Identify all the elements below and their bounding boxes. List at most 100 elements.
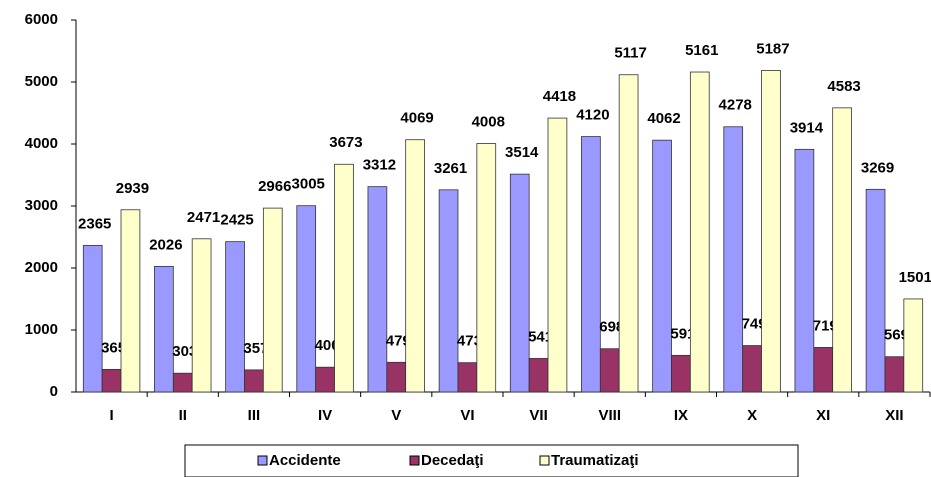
value-label: 2026	[149, 236, 182, 253]
value-label: 2471	[187, 209, 220, 226]
value-label: 4418	[543, 88, 576, 105]
value-label: 591	[670, 325, 695, 342]
bar	[296, 205, 317, 393]
value-label: 4069	[400, 110, 433, 127]
x-tick-label: IV	[318, 407, 332, 424]
legend: Accidente Decedaţi Traumatizaţi	[184, 444, 799, 477]
value-label: 3312	[363, 157, 396, 174]
bar	[742, 345, 762, 393]
value-label: 719	[813, 317, 838, 334]
legend-label: Traumatizaţi	[551, 452, 639, 469]
bar	[547, 117, 568, 393]
value-label: 400	[315, 337, 340, 354]
bar	[367, 186, 388, 393]
bar	[476, 143, 497, 393]
value-label: 3673	[329, 134, 362, 151]
bar	[689, 71, 710, 393]
value-label: 365	[101, 339, 126, 356]
x-tick-label: X	[747, 407, 757, 424]
y-tick-label: 2000	[25, 259, 58, 276]
bar	[671, 354, 691, 393]
value-label: 5187	[756, 40, 789, 57]
value-label: 749	[742, 316, 767, 333]
x-tick-label: VI	[460, 407, 474, 424]
value-label: 2365	[78, 215, 111, 232]
y-tick-label: 4000	[25, 135, 58, 152]
bar	[191, 238, 212, 393]
y-tick-label: 3000	[25, 197, 58, 214]
value-label: 4008	[472, 113, 505, 130]
legend-swatch	[257, 455, 268, 466]
bar	[652, 139, 672, 393]
bar	[315, 366, 335, 393]
x-tick-label: III	[248, 407, 261, 424]
bar	[154, 265, 174, 393]
bar	[618, 74, 639, 393]
legend-label: Accidente	[269, 452, 341, 469]
bar	[244, 369, 264, 393]
bar	[528, 358, 549, 393]
value-label: 3261	[434, 160, 467, 177]
bar	[761, 70, 781, 393]
legend-swatch	[539, 455, 550, 466]
value-label: 2939	[116, 180, 149, 197]
bar	[438, 189, 459, 393]
bar	[794, 148, 815, 393]
value-label: 2966	[258, 178, 291, 195]
y-tick-label: 6000	[25, 11, 58, 28]
bar	[334, 163, 354, 393]
x-tick-label: VIII	[598, 407, 621, 424]
bar	[723, 126, 744, 393]
bar	[172, 372, 193, 393]
y-tick-label: 5000	[25, 73, 58, 90]
value-label: 357	[243, 340, 268, 357]
bar	[865, 188, 886, 393]
bar	[101, 368, 122, 393]
x-tick-label: I	[109, 407, 113, 424]
value-label: 5161	[685, 42, 718, 59]
value-label: 4062	[647, 110, 680, 127]
legend-box	[184, 444, 799, 477]
y-tick-label: 1000	[25, 321, 58, 338]
bar	[120, 209, 141, 393]
bar	[884, 356, 905, 393]
bar	[832, 107, 852, 393]
value-label: 4583	[827, 78, 860, 95]
x-tick-label: IX	[674, 407, 688, 424]
value-label: 4120	[576, 107, 609, 124]
value-label: 2425	[220, 212, 253, 229]
value-label: 1501	[899, 269, 931, 286]
legend-label: Decedaţi	[421, 452, 484, 469]
bar	[405, 139, 425, 393]
bar	[225, 241, 245, 393]
value-label: 541	[528, 328, 553, 345]
y-tick-label: 0	[50, 383, 58, 400]
x-tick-label: XI	[816, 407, 830, 424]
value-label: 479	[386, 332, 411, 349]
x-tick-label: V	[391, 407, 401, 424]
value-label: 698	[599, 319, 624, 336]
x-tick-label: II	[179, 407, 187, 424]
x-tick-label: VII	[529, 407, 547, 424]
legend-swatch	[409, 455, 420, 466]
value-label: 3269	[861, 159, 894, 176]
value-label: 473	[457, 333, 482, 350]
value-label: 569	[884, 327, 909, 344]
bar	[813, 347, 834, 393]
value-label: 303	[172, 343, 197, 360]
x-tick-label: XII	[885, 407, 903, 424]
bar	[509, 173, 530, 393]
bar	[903, 298, 924, 393]
bar	[82, 244, 103, 393]
value-label: 4278	[719, 97, 752, 114]
value-label: 3005	[292, 176, 325, 193]
value-label: 3914	[790, 119, 824, 136]
value-label: 5117	[614, 45, 647, 62]
bar	[599, 348, 620, 393]
bar	[457, 362, 478, 393]
bar	[386, 361, 407, 393]
bar	[581, 136, 601, 393]
bar	[262, 207, 283, 393]
value-label: 3514	[505, 144, 539, 161]
